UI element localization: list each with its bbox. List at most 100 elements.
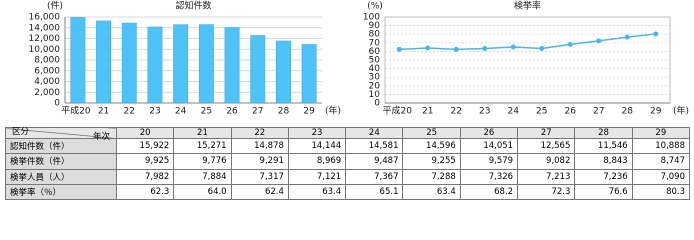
data-table: 年次 区分 20 21 22 23 24 25 26 27 28 29 認知件数（件） 15,922… bbox=[5, 127, 691, 201]
column-label: 22 bbox=[230, 127, 289, 139]
corner-cell: 年次 区分 bbox=[5, 127, 117, 142]
point bbox=[539, 45, 545, 51]
bar bbox=[301, 44, 317, 104]
cell: 80.3 bbox=[631, 183, 691, 201]
column-label: 23 bbox=[287, 127, 347, 139]
cell: 7,288 bbox=[402, 168, 461, 185]
bar bbox=[224, 27, 240, 104]
charts: 認知件数(件)(年)02,0004,0006,0008,00010,00012,… bbox=[29, 0, 690, 117]
table-row: 認知件数（件） 15,922 15,271 14,878 14,144 14,581 14,… bbox=[5, 137, 691, 155]
table-row: 検挙率（％） 62.3 64.0 62.4 63.4 65.1 63.4 68.2 72.3 76… bbox=[5, 183, 691, 201]
cell: 7,367 bbox=[345, 168, 404, 185]
y-tick-label: 0 bbox=[374, 99, 380, 109]
x-tick-label: 22 bbox=[124, 107, 135, 117]
cell: 63.4 bbox=[287, 183, 347, 201]
row-label: 認知件数（件） bbox=[5, 137, 117, 155]
y-tick-label: 8,000 bbox=[34, 56, 60, 66]
cell: 62.3 bbox=[115, 183, 175, 201]
y-tick-label: 60 bbox=[369, 47, 381, 57]
column-label: 28 bbox=[574, 127, 633, 139]
x-tick-label: 29 bbox=[303, 107, 315, 117]
x-tick-label: 28 bbox=[622, 107, 634, 117]
cell: 8,843 bbox=[574, 153, 633, 170]
x-tick-label: 22 bbox=[451, 107, 462, 117]
x-tick-label: 27 bbox=[252, 107, 263, 117]
cell: 64.0 bbox=[173, 183, 232, 201]
cell: 8,969 bbox=[287, 153, 347, 170]
cell: 9,082 bbox=[517, 153, 576, 170]
column-label: 24 bbox=[345, 127, 404, 139]
y-tick-label: 2,000 bbox=[34, 88, 60, 98]
cell: 7,326 bbox=[459, 168, 519, 185]
cell: 9,776 bbox=[173, 153, 232, 170]
bar bbox=[276, 40, 291, 104]
y-tick-label: 70 bbox=[369, 38, 381, 48]
cell: 7,213 bbox=[517, 168, 576, 185]
cell: 7,317 bbox=[230, 168, 289, 185]
cell: 9,487 bbox=[345, 153, 404, 170]
line bbox=[399, 33, 656, 51]
y-tick-label: 50 bbox=[369, 56, 381, 66]
cell: 9,291 bbox=[230, 153, 289, 170]
y-tick-label: 4,000 bbox=[34, 77, 60, 87]
bar bbox=[121, 22, 137, 104]
chart-title: 検挙率 bbox=[514, 0, 541, 12]
x-tick-label: 21 bbox=[422, 107, 433, 117]
cell: 7,884 bbox=[173, 168, 232, 185]
y-tick-label: 40 bbox=[369, 64, 381, 74]
cell: 12,565 bbox=[517, 137, 576, 155]
cell: 9,925 bbox=[115, 153, 175, 170]
column-label: 21 bbox=[173, 127, 232, 139]
point bbox=[624, 34, 630, 40]
bar bbox=[70, 17, 86, 104]
x-tick-label: 28 bbox=[278, 107, 290, 117]
column-header: 年次 bbox=[92, 132, 110, 142]
cell: 14,581 bbox=[345, 137, 404, 155]
y-tick-label: 16,000 bbox=[29, 13, 61, 23]
y-tick-label: 14,000 bbox=[29, 23, 61, 33]
y-tick-label: 10 bbox=[369, 90, 381, 100]
point bbox=[596, 38, 602, 44]
cell: 65.1 bbox=[345, 183, 404, 201]
row-label: 検挙人員（人） bbox=[5, 168, 117, 185]
cell: 10,888 bbox=[631, 137, 691, 155]
y-tick-label: 90 bbox=[369, 21, 381, 31]
cell: 14,144 bbox=[287, 137, 347, 155]
point bbox=[453, 46, 459, 52]
cell: 63.4 bbox=[402, 183, 461, 201]
y-tick-label: 6,000 bbox=[34, 66, 60, 76]
row-label: 検挙件数（件） bbox=[5, 153, 117, 170]
point bbox=[482, 45, 488, 51]
table-row: 検挙件数（件） 9,925 9,776 9,291 8,969 9,487 9,255 9,5… bbox=[5, 153, 691, 170]
y-tick-label: 30 bbox=[369, 73, 381, 83]
bar bbox=[173, 24, 189, 104]
x-tick-label: 24 bbox=[175, 107, 187, 117]
point bbox=[567, 41, 573, 47]
cell: 76.6 bbox=[574, 183, 633, 201]
column-label: 27 bbox=[517, 127, 576, 139]
column-label: 25 bbox=[402, 127, 461, 139]
x-axis-label: (年) bbox=[325, 105, 341, 117]
cell: 7,236 bbox=[574, 168, 633, 185]
point bbox=[396, 46, 402, 52]
y-tick-label: 100 bbox=[363, 13, 380, 23]
cell: 72.3 bbox=[517, 183, 576, 201]
x-tick-label: 25 bbox=[201, 107, 212, 117]
column-label: 26 bbox=[459, 127, 519, 139]
x-tick-label: 26 bbox=[565, 107, 577, 117]
cell: 9,255 bbox=[402, 153, 461, 170]
y-tick-label: 20 bbox=[369, 81, 381, 91]
x-tick-label: 24 bbox=[508, 107, 520, 117]
row-label: 検挙率（％） bbox=[5, 183, 117, 201]
plot-area bbox=[384, 16, 671, 104]
x-tick-label: 26 bbox=[226, 107, 238, 117]
bar bbox=[250, 35, 266, 104]
cell: 14,051 bbox=[459, 137, 519, 155]
header-row: 年次 区分 20 21 22 23 24 25 26 27 28 29 bbox=[5, 127, 691, 142]
cell: 62.4 bbox=[230, 183, 289, 201]
x-tick-label: 平成20 bbox=[61, 105, 91, 117]
x-tick-label: 23 bbox=[149, 107, 160, 117]
column-label: 20 bbox=[115, 127, 175, 139]
bar bbox=[96, 20, 111, 104]
cell: 15,271 bbox=[173, 137, 232, 155]
